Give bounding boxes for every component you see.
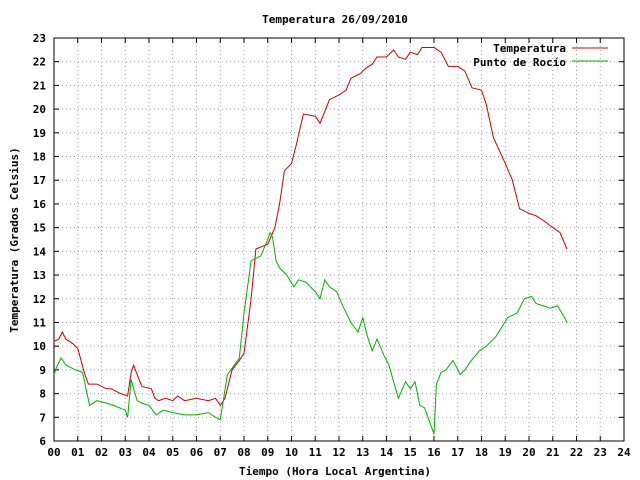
y-tick-label: 7 bbox=[39, 411, 46, 424]
legend-label-punto-de-rocio: Punto de Rocío bbox=[473, 56, 566, 69]
legend-label-temperatura: Temperatura bbox=[493, 42, 566, 55]
x-tick-label: 17 bbox=[451, 446, 464, 459]
x-tick-label: 00 bbox=[47, 446, 60, 459]
y-tick-label: 11 bbox=[33, 316, 47, 329]
series-temperatura-line bbox=[53, 47, 568, 407]
y-tick-label: 18 bbox=[33, 151, 46, 164]
y-tick-label: 23 bbox=[33, 32, 46, 45]
x-axis-label: Tiempo (Hora Local Argentina) bbox=[239, 465, 431, 478]
y-tick-label: 21 bbox=[33, 79, 47, 92]
x-tick-label: 08 bbox=[237, 446, 250, 459]
y-tick-label: 20 bbox=[33, 103, 46, 116]
y-tick-label: 14 bbox=[33, 245, 47, 258]
y-axis-label: Temperatura (Grados Celsius) bbox=[8, 147, 21, 332]
y-tick-label: 17 bbox=[33, 174, 46, 187]
x-tick-label: 19 bbox=[499, 446, 512, 459]
axis-ticks: 00 01 02 03 04 05 06 07 08 09 10 11 12 13 14 15 16 17 18 19… bbox=[33, 32, 631, 459]
x-tick-label: 12 bbox=[332, 446, 345, 459]
x-tick-label: 18 bbox=[475, 446, 488, 459]
y-tick-label: 15 bbox=[33, 222, 46, 235]
x-tick-label: 09 bbox=[261, 446, 274, 459]
grid bbox=[54, 38, 624, 441]
x-tick-label: 13 bbox=[356, 446, 369, 459]
x-tick-label: 03 bbox=[119, 446, 132, 459]
x-tick-label: 15 bbox=[404, 446, 417, 459]
y-tick-label: 6 bbox=[39, 435, 46, 448]
x-tick-label: 05 bbox=[166, 446, 179, 459]
x-tick-label: 04 bbox=[142, 446, 156, 459]
x-tick-label: 01 bbox=[71, 446, 85, 459]
x-tick-label: 21 bbox=[546, 446, 560, 459]
y-tick-label: 10 bbox=[33, 340, 46, 353]
x-tick-label: 02 bbox=[95, 446, 108, 459]
y-tick-label: 22 bbox=[33, 56, 46, 69]
x-tick-label: 10 bbox=[285, 446, 298, 459]
x-tick-label: 20 bbox=[522, 446, 535, 459]
x-tick-label: 22 bbox=[570, 446, 583, 459]
series-layer bbox=[53, 47, 568, 435]
x-tick-label: 16 bbox=[427, 446, 441, 459]
x-tick-label: 06 bbox=[190, 446, 204, 459]
y-tick-label: 12 bbox=[33, 293, 46, 306]
y-tick-label: 19 bbox=[33, 127, 46, 140]
x-tick-label: 14 bbox=[380, 446, 394, 459]
series-punto-de-rocio-line bbox=[53, 231, 568, 435]
y-tick-label: 13 bbox=[33, 269, 46, 282]
chart-title: Temperatura 26/09/2010 bbox=[262, 13, 408, 26]
x-tick-label: 07 bbox=[214, 446, 227, 459]
y-tick-label: 16 bbox=[33, 198, 47, 211]
x-tick-label: 24 bbox=[617, 446, 631, 459]
y-tick-label: 8 bbox=[39, 388, 46, 401]
legend: Temperatura Punto de Rocío bbox=[473, 42, 608, 69]
y-tick-label: 9 bbox=[39, 364, 46, 377]
x-tick-label: 23 bbox=[594, 446, 607, 459]
x-tick-label: 11 bbox=[309, 446, 323, 459]
